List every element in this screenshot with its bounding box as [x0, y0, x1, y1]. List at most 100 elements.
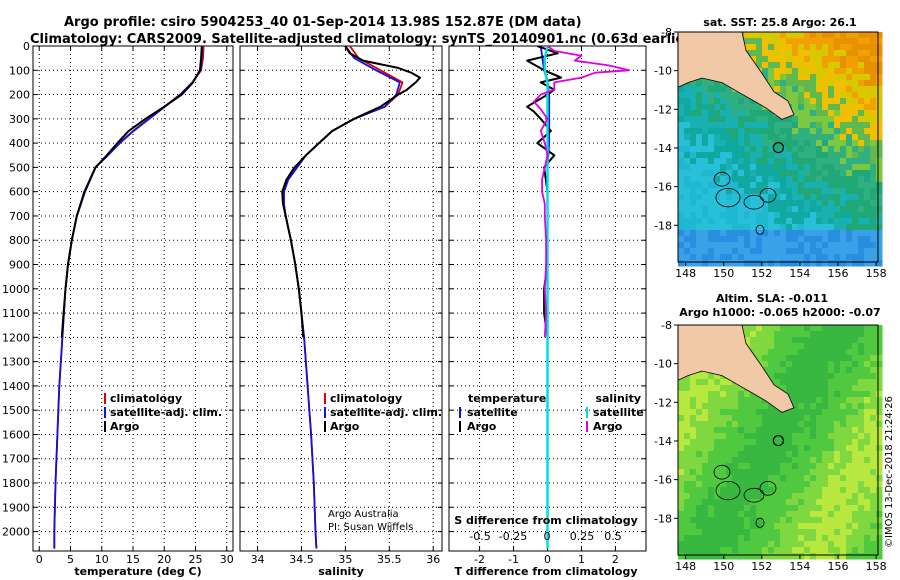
map-cell [756, 475, 763, 482]
map-cell [702, 529, 709, 536]
map-cell [702, 445, 709, 452]
map-cell [696, 373, 703, 380]
map-cell [702, 391, 709, 398]
map-cell [738, 469, 745, 476]
map-cell [780, 44, 787, 51]
map-cell [792, 218, 799, 225]
map-cell [792, 421, 799, 428]
map-cell [774, 32, 781, 39]
map-cell [738, 212, 745, 219]
map-cell [768, 553, 775, 560]
map-cell [798, 50, 805, 57]
map-cell [708, 385, 715, 392]
map-cell [834, 415, 841, 422]
map-cell [750, 403, 757, 410]
map-cell [768, 212, 775, 219]
map-cell [804, 463, 811, 470]
map-cell [720, 403, 727, 410]
map-cell [834, 445, 841, 452]
map-cell [696, 194, 703, 201]
map-cell [846, 242, 853, 249]
map-cell [816, 529, 823, 536]
map-cell [678, 469, 685, 476]
map-cell [678, 218, 685, 225]
legend-swatch [459, 407, 461, 418]
map-cell [684, 218, 691, 225]
map-cell [738, 176, 745, 183]
map-cell [726, 224, 733, 231]
map-cell [852, 146, 859, 153]
map-cell [750, 236, 757, 243]
map-cell [858, 541, 865, 548]
map-cell [876, 182, 883, 189]
map-cell [696, 403, 703, 410]
map-cell [750, 445, 757, 452]
map-cell [828, 553, 835, 560]
map-cell [768, 505, 775, 512]
y-tick-label: 1500 [2, 404, 30, 417]
map-cell [690, 248, 697, 255]
map-cell [732, 391, 739, 398]
map-cell [750, 152, 757, 159]
map-cell [750, 98, 757, 105]
map-cell [852, 92, 859, 99]
map-cell [756, 206, 763, 213]
map-cell [702, 176, 709, 183]
map-cell [816, 373, 823, 380]
map-cell [846, 170, 853, 177]
map-cell [756, 146, 763, 153]
map-cell [732, 499, 739, 506]
map-cell [786, 535, 793, 542]
map-cell [726, 158, 733, 165]
map-cell [852, 391, 859, 398]
map-cell [702, 194, 709, 201]
map-cell [702, 92, 709, 99]
map-cell [852, 523, 859, 530]
map-cell [750, 415, 757, 422]
map-cell [870, 110, 877, 117]
map-cell [708, 152, 715, 159]
map-cell [858, 92, 865, 99]
map-cell [852, 242, 859, 249]
legend-swatch [586, 421, 588, 432]
map-cell [816, 146, 823, 153]
map-cell [858, 254, 865, 261]
map-cell [684, 182, 691, 189]
map-cell [858, 505, 865, 512]
map-cell [864, 367, 871, 374]
x-tick-label: 0 [36, 553, 43, 566]
map-cell [852, 200, 859, 207]
map-cell [876, 230, 883, 237]
map-cell [738, 481, 745, 488]
map-cell [732, 218, 739, 225]
argo-position-marker [772, 141, 784, 154]
map-cell [780, 248, 787, 255]
map-cell [822, 427, 829, 434]
map-cell [744, 451, 751, 458]
map-cell [732, 260, 739, 267]
map-cell [870, 397, 877, 404]
map-cell [834, 122, 841, 129]
map-cell [780, 463, 787, 470]
map-cell [708, 128, 715, 135]
legend-swatch [586, 407, 588, 418]
map-cell [714, 511, 721, 518]
map-cell [816, 194, 823, 201]
map-cell [792, 433, 799, 440]
map-cell [780, 535, 787, 542]
map-cell [792, 170, 799, 177]
map-cell [714, 158, 721, 165]
map-cell [792, 505, 799, 512]
map-cell [774, 505, 781, 512]
map-cell [810, 62, 817, 69]
map-cell [744, 421, 751, 428]
map-cell [720, 86, 727, 93]
map-cell [696, 140, 703, 147]
temperature-panel: 0100200300400500600700800900100011001200… [2, 40, 234, 566]
map-cell [864, 481, 871, 488]
map-cell [870, 38, 877, 45]
map-cell [762, 469, 769, 476]
map-cell [846, 343, 853, 350]
map-cell [834, 457, 841, 464]
map-cell [744, 212, 751, 219]
